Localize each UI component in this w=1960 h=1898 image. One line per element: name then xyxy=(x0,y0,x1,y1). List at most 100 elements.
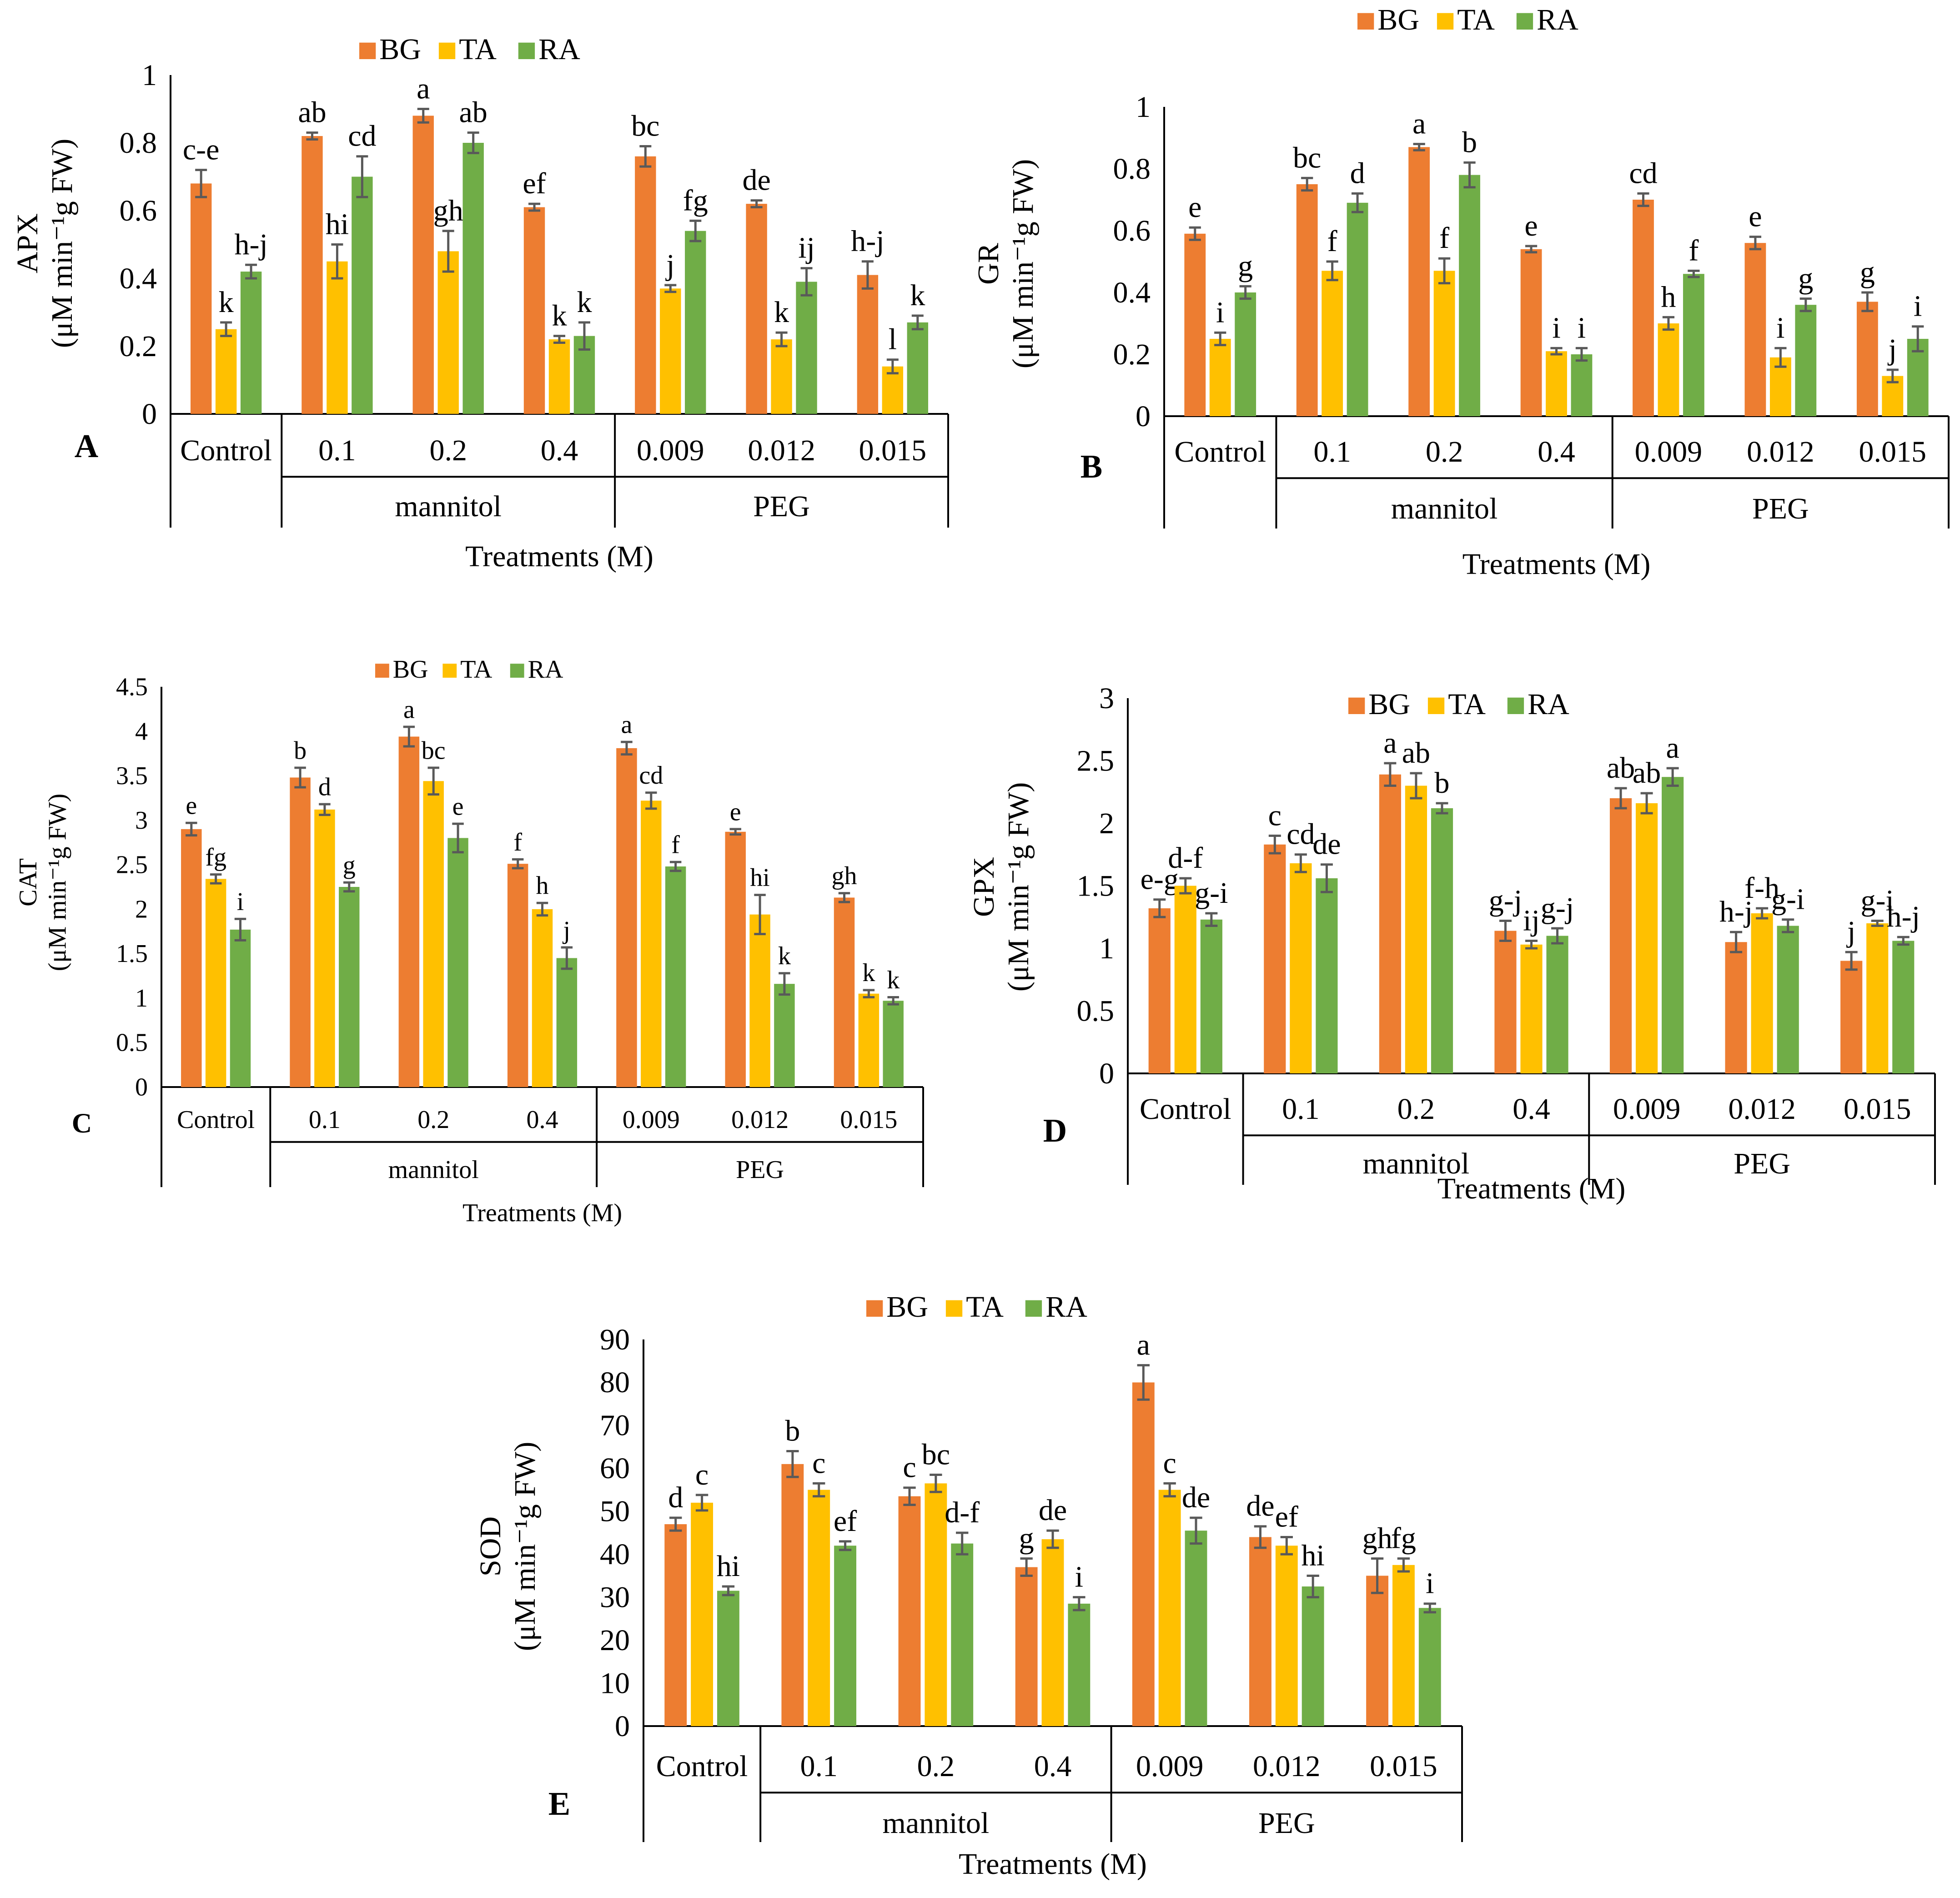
legend-label: TA xyxy=(1448,688,1486,721)
y-tick-label: 1 xyxy=(135,984,148,1012)
bar-bg xyxy=(412,116,434,414)
legend-swatch-ta xyxy=(442,664,457,678)
y-tick-label: 1.5 xyxy=(116,940,148,968)
legend-label: TA xyxy=(966,1290,1004,1324)
significance-letter: h-j xyxy=(234,228,267,261)
bar-ra xyxy=(774,984,795,1087)
legend-swatch-ra xyxy=(1516,13,1533,30)
legend-label: RA xyxy=(1045,1290,1087,1324)
bar-ra xyxy=(883,1001,904,1087)
significance-letter: g-i xyxy=(1861,884,1894,917)
significance-letter: l xyxy=(889,323,897,356)
significance-letter: ij xyxy=(798,232,815,265)
bar-ra xyxy=(1316,878,1338,1073)
bar-ta xyxy=(1041,1539,1064,1726)
bar-ta xyxy=(771,339,792,414)
significance-letter: ab xyxy=(459,96,487,129)
bar-ta xyxy=(1866,923,1889,1073)
significance-letter: cd xyxy=(348,120,376,153)
category-label: 0.2 xyxy=(1397,1092,1435,1126)
y-tick-label: 0 xyxy=(615,1710,630,1743)
significance-letter: k xyxy=(910,279,925,312)
significance-letter: j xyxy=(665,248,674,282)
panel-label: B xyxy=(1081,448,1102,485)
significance-letter: a xyxy=(1383,726,1397,760)
category-label: 0.2 xyxy=(429,434,467,467)
significance-letter: i xyxy=(1552,311,1560,344)
significance-letter: k xyxy=(577,286,592,319)
significance-letter: k xyxy=(887,966,900,994)
y-tick-label: 10 xyxy=(600,1666,630,1700)
y-axis-title-main: GR xyxy=(972,243,1005,285)
significance-letter: ab xyxy=(1633,756,1661,790)
bar-ta xyxy=(548,339,570,414)
significance-letter: ef xyxy=(834,1505,857,1538)
group-label: mannitol xyxy=(395,490,502,523)
category-label: 0.012 xyxy=(1253,1750,1321,1783)
bar-ta xyxy=(660,288,681,414)
bar-ta xyxy=(1751,913,1773,1073)
bar-bg xyxy=(1725,942,1747,1073)
significance-letter: e xyxy=(1749,200,1762,233)
significance-letter: g xyxy=(1019,1522,1034,1555)
bar-bg xyxy=(1249,1537,1271,1726)
bar-ta xyxy=(423,781,444,1087)
panel-label: E xyxy=(548,1785,570,1822)
y-tick-label: 2 xyxy=(1099,807,1114,840)
y-axis-title: SOD (μM min⁻¹g FW) xyxy=(474,1442,542,1651)
bar-bg xyxy=(507,864,528,1087)
y-tick-label: 3 xyxy=(135,806,148,835)
significance-letter: f xyxy=(1439,222,1449,255)
bar-ta xyxy=(858,993,879,1087)
bar-bg xyxy=(1132,1382,1155,1726)
significance-letter: c xyxy=(1268,799,1282,832)
category-label: 0.2 xyxy=(417,1106,449,1134)
bar-ra xyxy=(1795,305,1817,416)
significance-letter: h-j xyxy=(851,225,884,258)
category-label: 0.1 xyxy=(800,1750,838,1783)
bar-ta xyxy=(1275,1546,1298,1726)
bar-bg xyxy=(1609,798,1632,1073)
legend-swatch-ra xyxy=(518,42,535,59)
bar-ra xyxy=(907,322,929,414)
bar-bg xyxy=(1264,844,1286,1073)
significance-letter: i xyxy=(237,888,244,916)
significance-letter: g-j xyxy=(1489,884,1522,917)
bar-bg xyxy=(1015,1567,1038,1726)
legend-swatch-bg xyxy=(866,1300,883,1317)
y-axis-title-unit: (μM min⁻¹g FW) xyxy=(1002,782,1035,992)
bar-bg xyxy=(1840,961,1863,1073)
x-axis-title: Treatments (M) xyxy=(465,540,653,573)
y-tick-label: 0.5 xyxy=(1077,994,1115,1027)
bar-ra xyxy=(556,958,578,1087)
bar-ta xyxy=(1174,886,1196,1073)
significance-letter: k xyxy=(778,942,791,970)
panel-label: C xyxy=(72,1108,92,1139)
bar-bg xyxy=(834,897,855,1087)
bar-ra xyxy=(951,1543,974,1726)
y-tick-label: 0 xyxy=(1099,1057,1114,1090)
y-tick-label: 0.2 xyxy=(1113,338,1151,371)
bar-ta xyxy=(1392,1565,1415,1726)
significance-letter: hi xyxy=(750,864,770,892)
significance-letter: bc xyxy=(422,736,446,765)
significance-letter: c xyxy=(695,1458,709,1491)
bar-bg xyxy=(1744,243,1766,416)
y-axis-title-main: APX xyxy=(11,213,44,273)
bar-ta xyxy=(1433,271,1455,416)
y-tick-label: 0.4 xyxy=(1113,276,1151,309)
bar-ta xyxy=(641,800,662,1087)
bar-ta xyxy=(1322,271,1343,416)
bar-bg xyxy=(725,831,746,1087)
y-tick-label: 0 xyxy=(1136,400,1151,433)
bar-ra xyxy=(685,231,706,414)
y-axis-title: GR (μM min⁻¹g FW) xyxy=(972,159,1040,368)
category-label: 0.1 xyxy=(318,434,356,467)
significance-letter: f-h xyxy=(1744,871,1779,905)
significance-letter: a xyxy=(1412,107,1426,141)
significance-letter: g-i xyxy=(1195,876,1228,910)
bar-ra xyxy=(230,929,251,1087)
x-axis-title: Treatments (M) xyxy=(959,1848,1147,1881)
y-tick-label: 0.8 xyxy=(1113,152,1151,186)
